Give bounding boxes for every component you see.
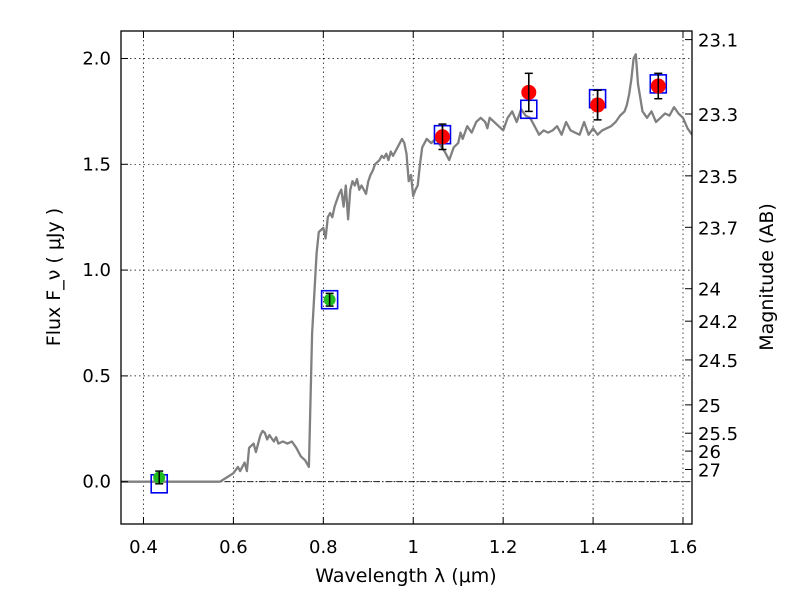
right-tick-label: 23.7 xyxy=(698,218,738,239)
x-tick-label: 1.4 xyxy=(579,537,608,558)
y-tick-label: 0.5 xyxy=(82,366,111,387)
model-photometry-square xyxy=(320,289,339,310)
right-tick-label: 23.1 xyxy=(698,31,738,52)
right-tick-label: 24.2 xyxy=(698,312,738,333)
y-axis-label: Flux F_ν ( μJy ) xyxy=(43,208,65,346)
x-tick-label: 0.6 xyxy=(219,537,248,558)
x-tick-label: 1 xyxy=(408,537,419,558)
model-spectrum-line xyxy=(121,53,692,483)
plot-area xyxy=(121,53,692,494)
x-tick-label: 1.6 xyxy=(669,537,698,558)
right-tick-label: 23.5 xyxy=(698,167,738,188)
x-axis-label: Wavelength λ (μm) xyxy=(315,565,496,587)
right-tick-label: 25.5 xyxy=(698,424,738,445)
right-tick-label: 25 xyxy=(698,396,721,417)
right-axis-label: Magnitude (AB) xyxy=(756,203,778,351)
x-tick-label: 1.2 xyxy=(489,537,518,558)
right-tick-label: 23.3 xyxy=(698,105,738,126)
ticks: 0.4 0.6 0.8 1 1.2 1.4 1.6 0.0 0.5 1.0 1.5 2.0 23.1 23… xyxy=(82,31,738,558)
x-tick-label: 0.4 xyxy=(129,537,158,558)
grid xyxy=(121,31,692,524)
y-tick-label: 2.0 xyxy=(82,49,111,70)
right-tick-label: 27 xyxy=(698,461,721,482)
y-tick-label: 1.0 xyxy=(82,260,111,281)
right-tick-label: 26 xyxy=(698,442,721,463)
y-tick-label: 0.0 xyxy=(82,472,111,493)
right-tick-label: 24 xyxy=(698,280,721,301)
plot-frame xyxy=(120,30,693,525)
right-tick-label: 24.5 xyxy=(698,351,738,372)
x-tick-label: 0.8 xyxy=(309,537,338,558)
y-tick-label: 1.5 xyxy=(82,154,111,175)
